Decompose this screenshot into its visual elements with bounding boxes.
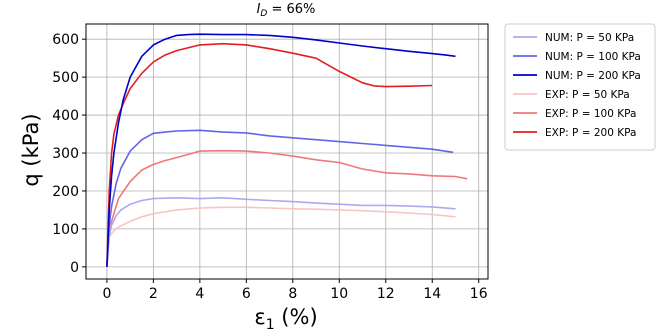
y-axis-label: q (kPa)	[19, 113, 43, 186]
x-tick-label: 8	[288, 286, 297, 302]
axis-ticks: 0 2 4 6 8 10 12 14 16 0 100 200 300 400 500 600	[52, 32, 487, 302]
x-axis-label: ε1 (%)	[254, 305, 317, 332]
series-line-6	[106, 42, 433, 267]
y-tick-label: 600	[52, 32, 79, 48]
x-tick-label: 14	[423, 286, 441, 302]
x-axis-label-subscript: 1	[266, 317, 275, 332]
series-line-2	[106, 129, 454, 267]
plot-frame	[85, 23, 489, 280]
series-line-1	[106, 197, 456, 267]
legend-entry-label: EXP: P = 50 KPa	[545, 89, 630, 101]
series-layer	[106, 33, 468, 267]
series-line-4	[106, 206, 456, 267]
grid	[86, 24, 488, 279]
series-line-5	[106, 149, 468, 267]
x-tick-label: 12	[377, 286, 395, 302]
legend-entry-label: EXP: P = 100 KPa	[545, 108, 636, 120]
y-tick-label: 300	[52, 146, 79, 162]
x-tick-label: 10	[330, 286, 348, 302]
legend-entry-label: NUM: P = 100 KPa	[545, 51, 641, 63]
x-axis-label-symbol: ε	[254, 305, 265, 329]
chart-title-rest: = 66%	[267, 2, 315, 17]
y-tick-label: 100	[52, 222, 79, 238]
legend-box	[504, 23, 656, 151]
x-tick-label: 6	[242, 286, 251, 302]
x-tick-label: 0	[102, 286, 111, 302]
x-tick-label: 4	[195, 286, 204, 302]
y-tick-label: 200	[52, 184, 79, 200]
y-tick-label: 0	[70, 260, 79, 276]
chart-title-subscript: D	[260, 9, 267, 19]
chart-title-symbol: I	[257, 2, 261, 17]
y-tick-label: 500	[52, 70, 79, 86]
legend-entry-label: NUM: P = 200 KPa	[545, 70, 641, 82]
series-line-3	[106, 33, 456, 267]
y-tick-label: 400	[52, 108, 79, 124]
x-axis-label-rest: (%)	[275, 305, 318, 329]
legend: NUM: P = 50 KPa NUM: P = 100 KPa NUM: P = …	[504, 23, 656, 151]
chart-title: ID = 66%	[257, 2, 316, 19]
legend-entry-label: NUM: P = 50 KPa	[545, 32, 634, 44]
x-tick-label: 16	[470, 286, 488, 302]
x-tick-label: 2	[149, 286, 158, 302]
legend-entry-label: EXP: P = 200 KPa	[545, 127, 636, 139]
